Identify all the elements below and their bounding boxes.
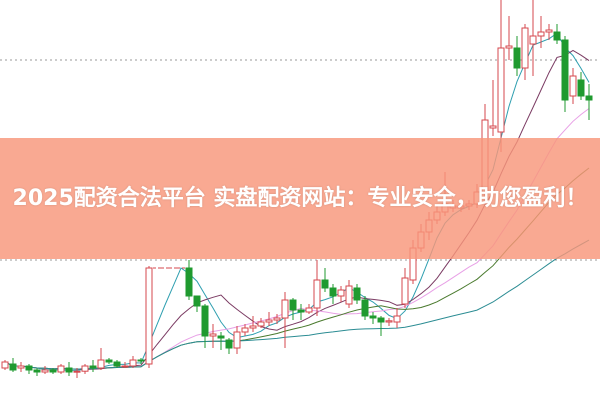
candle-body: [217, 335, 225, 339]
ma60-line: [4, 239, 590, 370]
candle-body: [577, 79, 585, 97]
candle-body: [1, 361, 9, 369]
candle-body: [369, 315, 377, 319]
candle-body: [241, 327, 249, 333]
candle-body: [49, 369, 57, 373]
candle-body: [489, 125, 497, 129]
candle-body: [193, 295, 201, 307]
candle-body: [337, 289, 345, 297]
candle-body: [201, 305, 209, 337]
candle-body: [361, 299, 369, 317]
candle-body: [345, 285, 353, 305]
candle-body: [185, 267, 193, 297]
candle-body: [537, 31, 545, 37]
candle-body: [321, 279, 329, 289]
candle-body: [569, 75, 577, 97]
candle-body: [41, 369, 49, 373]
candle-body: [353, 287, 361, 301]
candle-body: [9, 363, 17, 371]
candle-body: [113, 361, 121, 367]
candle-body: [81, 365, 89, 372]
candle-body: [265, 319, 273, 323]
candle-body: [233, 331, 241, 349]
candle-body: [209, 333, 217, 337]
candle-body: [401, 277, 409, 305]
candle-body: [521, 27, 529, 69]
candle-body: [73, 370, 81, 373]
candle-body: [497, 47, 505, 133]
candle-body: [545, 29, 553, 33]
candle-body: [513, 47, 521, 69]
candle-body: [329, 287, 337, 297]
candle-body: [33, 369, 41, 373]
candle-body: [65, 367, 73, 373]
candle-body: [585, 95, 593, 101]
promo-banner: 2025配资合法平台 实盘配资网站：专业安全，助您盈利！: [0, 138, 600, 259]
candle-body: [57, 365, 65, 373]
candle-body: [393, 315, 401, 323]
candle-body: [529, 35, 537, 45]
candle-body: [89, 365, 97, 369]
candle-body: [145, 267, 153, 365]
candle-body: [129, 359, 137, 367]
candle-body: [225, 339, 233, 349]
candle-body: [97, 359, 105, 369]
candle-body: [137, 359, 145, 362]
candle-body: [553, 31, 561, 41]
candle-body: [17, 365, 25, 369]
candle-body: [505, 45, 513, 49]
candle-body: [105, 359, 113, 363]
candle-body: [257, 321, 265, 327]
candle-body: [289, 299, 297, 311]
candle-body: [313, 279, 321, 309]
banner-text: 2025配资合法平台 实盘配资网站：专业安全，助您盈利！: [12, 185, 588, 211]
candle-body: [305, 307, 313, 313]
candle-body: [297, 309, 305, 313]
candle-body: [249, 325, 257, 329]
candle-body: [121, 365, 129, 368]
candle-body: [273, 317, 281, 321]
candle-body: [281, 299, 289, 319]
candle-body: [561, 39, 569, 101]
candle-body: [385, 320, 393, 323]
candle-body: [377, 317, 385, 323]
candle-body: [25, 365, 33, 371]
